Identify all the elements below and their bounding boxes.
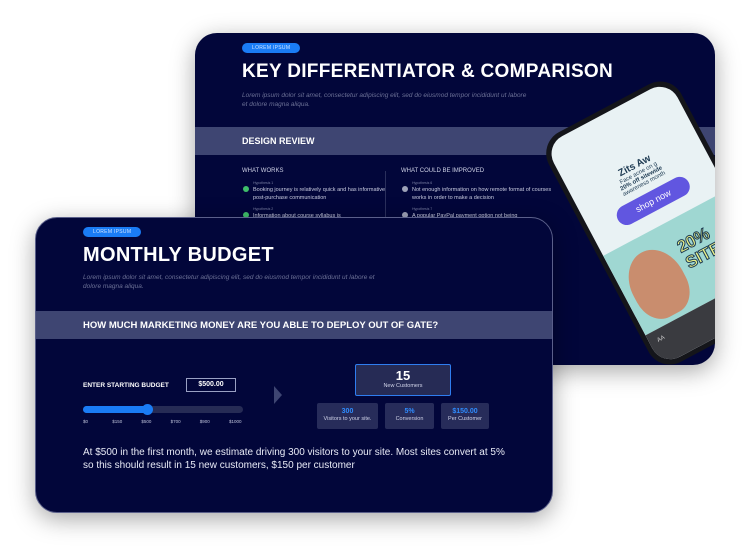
metric-value: 5% bbox=[404, 408, 415, 415]
slide-description: Lorem ipsum dolor sit amet, consectetur … bbox=[83, 274, 375, 290]
budget-slider[interactable] bbox=[83, 404, 243, 415]
slider-tick-label: $0 bbox=[83, 419, 89, 424]
question-title: HOW MUCH MARKETING MONEY ARE YOU ABLE TO… bbox=[83, 320, 439, 331]
result-label: New Customers bbox=[383, 383, 423, 389]
badge: LOREM IPSUM bbox=[83, 227, 142, 237]
summary-text: At $500 in the first month, we estimate … bbox=[83, 447, 505, 471]
list-item: Hypothesis 2 Information about course sy… bbox=[243, 206, 393, 220]
item-text: A popular PayPal payment option not bein… bbox=[412, 213, 518, 219]
metric-value: 300 bbox=[341, 408, 354, 415]
phone-screen: Zits Aw Face acne on g 20% off sitewide … bbox=[544, 79, 715, 365]
could-improve-heading: WHAT COULD BE IMPROVED bbox=[401, 168, 485, 174]
info-icon bbox=[402, 212, 408, 218]
text-size-button[interactable]: AA bbox=[656, 334, 667, 344]
slider-tick-label: $1000 bbox=[229, 419, 242, 424]
check-icon bbox=[243, 186, 249, 192]
badge: LOREM IPSUM bbox=[242, 43, 301, 53]
metric-visitors: 300 Visitors to your site. bbox=[317, 403, 378, 429]
metric-label: Conversion bbox=[395, 416, 424, 422]
question-band: HOW MUCH MARKETING MONEY ARE YOU ABLE TO… bbox=[36, 311, 552, 339]
column-divider bbox=[385, 171, 386, 231]
result-value: 15 bbox=[395, 368, 411, 383]
slider-tick-label: $500 bbox=[141, 419, 152, 424]
metric-label: Per Customer bbox=[448, 416, 482, 422]
metric-conversion: 5% Conversion bbox=[385, 403, 434, 429]
budget-input[interactable]: $500.00 bbox=[186, 378, 236, 392]
slider-thumb[interactable] bbox=[142, 404, 153, 415]
list-item: Hypothesis 7 A popular PayPal payment op… bbox=[402, 206, 562, 220]
slider-tick-label: $900 bbox=[199, 419, 210, 424]
slide-title: MONTHLY BUDGET bbox=[83, 244, 274, 266]
hypothesis-label: Hypothesis 2 bbox=[253, 207, 274, 211]
metric-per-customer: $150.00 Per Customer bbox=[441, 403, 489, 429]
arrow-right-icon bbox=[274, 386, 282, 404]
slider-tick-label: $700 bbox=[170, 419, 181, 424]
info-icon bbox=[402, 186, 408, 192]
slider-fill bbox=[83, 406, 152, 413]
hypothesis-label: Hypothesis 1 bbox=[253, 181, 274, 185]
slider-tick-label: $150 bbox=[112, 419, 123, 424]
slide-description: Lorem ipsum dolor sit amet, consectetur … bbox=[242, 92, 527, 108]
section-title: DESIGN REVIEW bbox=[242, 136, 315, 146]
item-text: Booking journey is relatively quick and … bbox=[253, 187, 386, 201]
metric-value: $150.00 bbox=[452, 408, 478, 415]
ad-banner: 20% SITE bbox=[673, 223, 715, 273]
budget-label: ENTER STARTING BUDGET bbox=[83, 382, 169, 389]
hypothesis-label: Hypothesis 7 bbox=[412, 207, 433, 211]
item-text: Information about course syllabus is bbox=[253, 213, 341, 219]
metric-label: Visitors to your site. bbox=[323, 416, 372, 422]
slide-title: KEY DIFFERENTIATOR & COMPARISON bbox=[242, 61, 614, 82]
what-works-heading: WHAT WORKS bbox=[242, 168, 284, 174]
item-text: Not enough information on how remote for… bbox=[412, 187, 552, 201]
front-slide: LOREM IPSUM MONTHLY BUDGET Lorem ipsum d… bbox=[35, 217, 553, 513]
hypothesis-label: Hypothesis 6 bbox=[412, 181, 433, 185]
phone-mockup: Zits Aw Face acne on g 20% off sitewide … bbox=[537, 73, 715, 365]
list-item: Hypothesis 6 Not enough information on h… bbox=[402, 180, 562, 202]
list-item: Hypothesis 1 Booking journey is relative… bbox=[243, 180, 393, 202]
result-box: 15 New Customers bbox=[355, 364, 451, 396]
check-icon bbox=[243, 212, 249, 218]
